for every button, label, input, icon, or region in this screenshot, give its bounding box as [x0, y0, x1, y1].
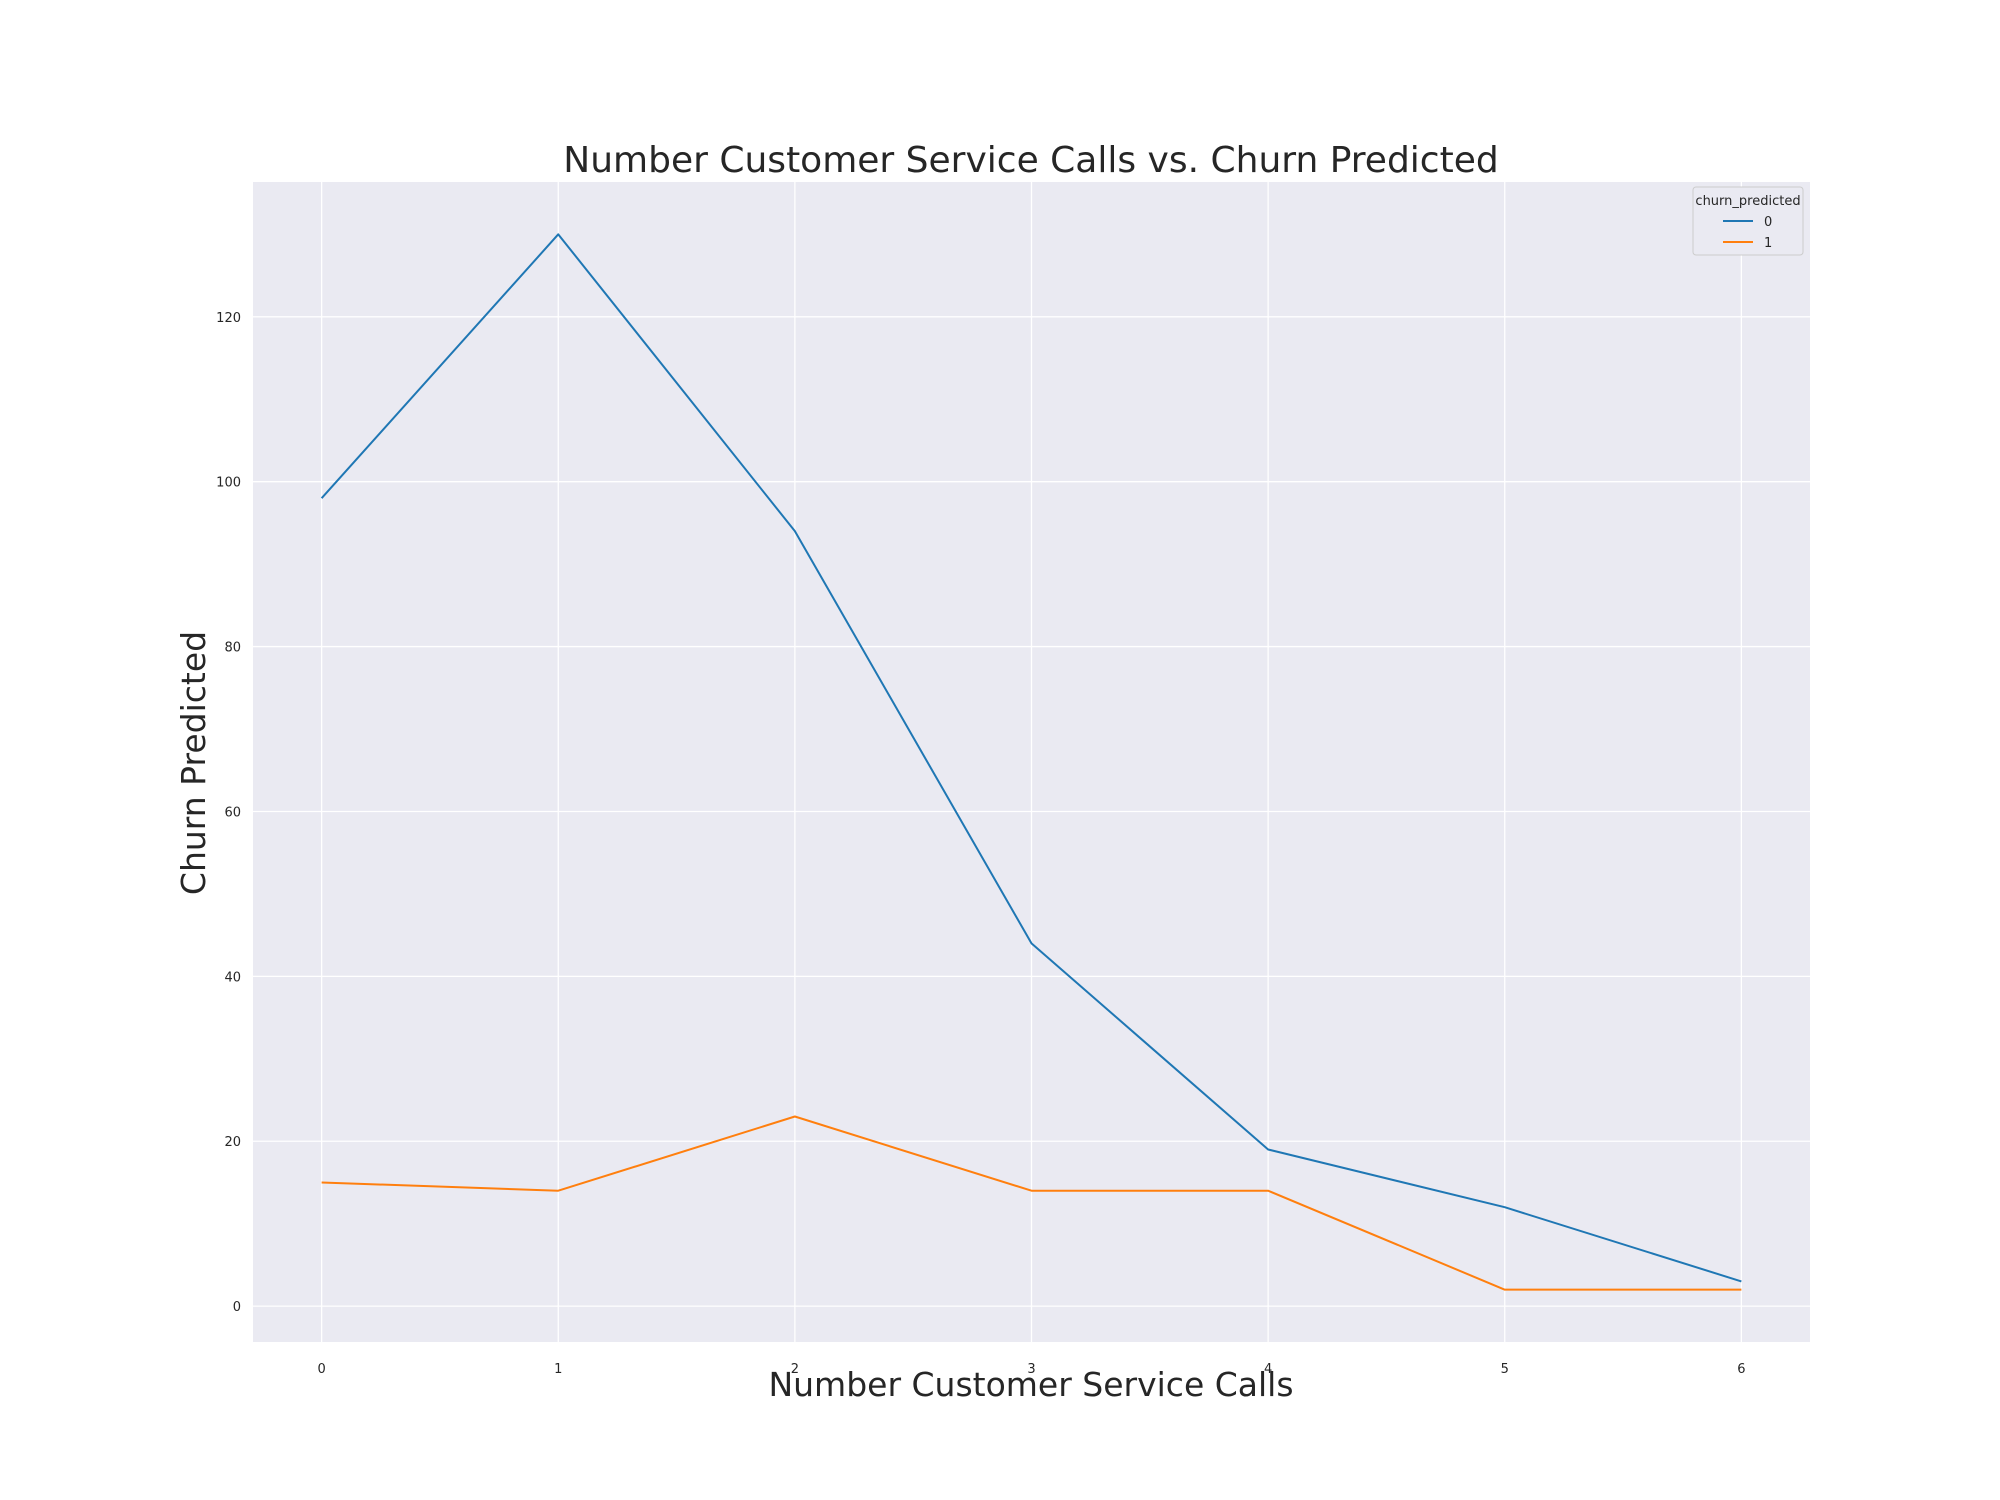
series-lines [320, 233, 1742, 1291]
legend-title: churn_predicted [1695, 194, 1800, 209]
y-tick-label: 100 [216, 476, 241, 491]
x-tick-label: 3 [1027, 1362, 1035, 1377]
y-axis-label: Churn Predicted [174, 631, 213, 895]
x-tick-label: 6 [1737, 1362, 1745, 1377]
x-tick-label: 1 [554, 1362, 562, 1377]
y-tick-label: 0 [233, 1300, 241, 1315]
x-tick-label: 2 [791, 1362, 799, 1377]
y-gridlines [253, 316, 1810, 1307]
x-tick-label: 5 [1501, 1362, 1509, 1377]
y-tick-label: 40 [224, 970, 241, 985]
legend-label-series-1: 1 [1764, 236, 1772, 251]
chart-title: Number Customer Service Calls vs. Churn … [563, 140, 1498, 181]
y-tick-labels: 0 20 40 60 80 100 120 [216, 311, 241, 1315]
x-tick-label: 4 [1264, 1362, 1272, 1377]
y-tick-label: 80 [224, 641, 241, 656]
x-axis-label: Number Customer Service Calls [768, 1365, 1293, 1404]
legend-label-series-0: 0 [1764, 215, 1772, 230]
x-tick-label: 0 [317, 1362, 325, 1377]
series-line-0 [320, 233, 1742, 1283]
y-tick-label: 20 [224, 1135, 241, 1150]
y-tick-label: 60 [224, 805, 241, 820]
y-tick-label: 120 [216, 311, 241, 326]
legend: churn_predicted 0 1 [1692, 186, 1804, 256]
x-gridlines [320, 182, 1743, 1342]
x-tick-labels: 0 1 2 3 4 5 6 [317, 1362, 1745, 1377]
series-line-1 [321, 1115, 1742, 1291]
